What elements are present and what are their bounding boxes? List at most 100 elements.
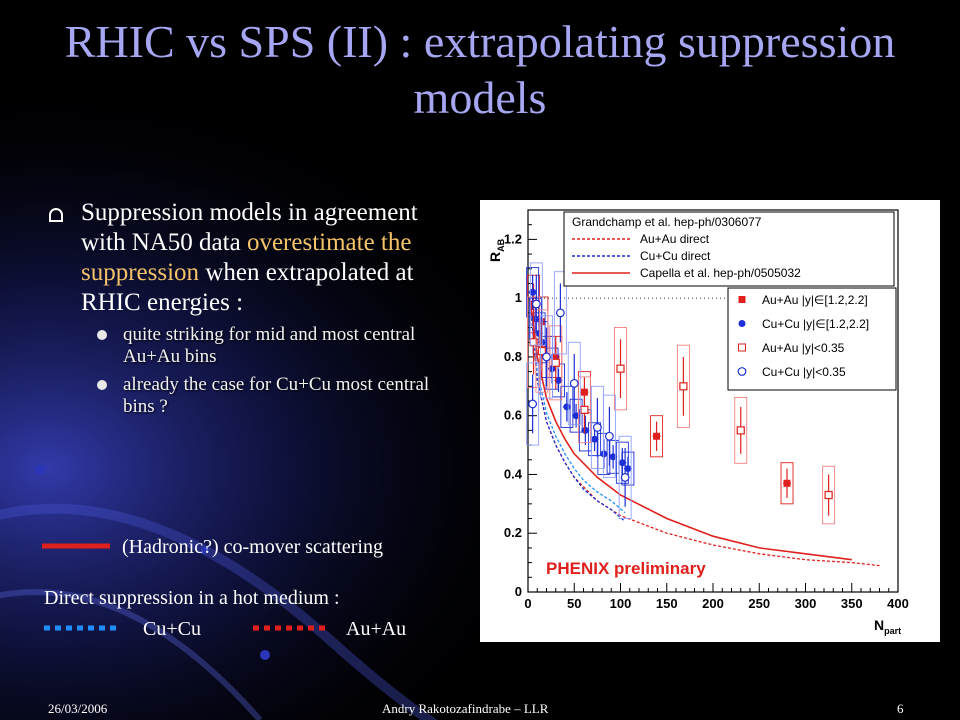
data-point-cu-cu-y-1-2-2-2- (591, 435, 599, 443)
bullet-text-post: when extrapolated at RHIC energies : (81, 259, 414, 316)
data-legend-label: Au+Au |y|∈[1.2,2.2] (762, 293, 868, 307)
data-point-au-au-y-0-35 (580, 405, 589, 414)
data-legend-label: Au+Au |y|<0.35 (762, 341, 845, 355)
y-tick-label: 0.6 (504, 408, 522, 423)
y-tick-label: 1.2 (504, 231, 522, 246)
x-tick-label: 150 (656, 596, 678, 611)
slide-title: RHIC vs SPS (II) : extrapolating suppres… (64, 16, 896, 123)
syst-box (527, 296, 540, 388)
data-point-cu-cu-y-0-35 (569, 378, 579, 388)
bullet-list: Suppression models in agreement with NA5… (45, 198, 465, 418)
x-tick-label: 250 (748, 596, 770, 611)
direct-auau-swatch (253, 625, 329, 631)
data-legend-marker (738, 320, 746, 327)
data-point-cu-cu-y-0-35 (528, 399, 538, 409)
x-tick-label: 50 (567, 596, 581, 611)
syst-box (526, 362, 540, 446)
x-tick-label: 0 (524, 596, 531, 611)
syst-box (560, 385, 574, 428)
data-legend-label: Cu+Cu |y|∈[1.2,2.2] (762, 317, 869, 331)
data-point-cu-cu-y-1-2-2-2- (555, 376, 563, 384)
data-point-au-au-y-1-2-2-2- (783, 479, 791, 487)
data-point-cu-cu-y-1-2-2-2- (581, 426, 589, 434)
y-tick-label: 0.8 (504, 349, 522, 364)
bullet-dot-icon (97, 330, 107, 340)
raa-plot: 0 50 100 150 200 250 300 350 400 0 0.2 0.4 0.6 0.8 1 1.… (480, 200, 940, 642)
footer-date: 26/03/2006 (48, 701, 108, 716)
bullet-highlight: overestimate the suppression (81, 229, 412, 286)
comover-label: (Hadronic?) co-mover scattering (122, 536, 383, 558)
data-point-au-au-y-0-35 (551, 358, 560, 367)
syst-box (614, 327, 627, 411)
y-tick-label: 1 (515, 290, 522, 305)
syst-box (569, 398, 583, 433)
direct-cucu-label: Cu+Cu (143, 618, 201, 640)
syst-box (621, 451, 635, 486)
data-point-cu-cu-y-0-35 (604, 431, 614, 441)
data-point-au-au-y-0-35 (736, 426, 745, 435)
data-point-au-au-y-0-35 (824, 490, 833, 500)
data-point-cu-cu-y-0-35 (555, 308, 565, 318)
main-bullet: Suppression models in agreement with NA5… (45, 198, 465, 318)
syst-box (780, 462, 794, 505)
x-tick-label: 400 (887, 596, 909, 611)
direct-label: Direct suppression in a hot medium : (44, 587, 340, 609)
syst-box (535, 309, 549, 393)
data-point-cu-cu-y-0-35 (592, 423, 602, 432)
data-point-au-au-y-0-35 (616, 364, 625, 373)
sub-bullet-auau: quite striking for mid and most central … (97, 324, 465, 368)
x-tick-label: 300 (795, 596, 817, 611)
direct-cucu-swatch (44, 625, 120, 631)
data-point-au-au-y-1-2-2-2- (653, 432, 661, 440)
footer-page-number: 6 (897, 701, 904, 716)
footer-author: Andry Rakotozafindrabe – LLR (382, 701, 549, 716)
bullet-text-pre: Suppression models in agreement with NA5… (81, 199, 418, 256)
x-axis-label: Npart (874, 617, 901, 636)
model-legend-label: Grandchamp et al. hep-ph/0306077 (572, 215, 762, 229)
data-legend-marker (737, 367, 747, 376)
data-point-cu-cu-y-1-2-2-2- (548, 365, 556, 373)
direct-auau-label: Au+Au (346, 618, 407, 640)
data-point-cu-cu-y-0-35 (620, 473, 630, 482)
x-tick-label: 200 (702, 596, 724, 611)
syst-box (676, 344, 690, 428)
data-point-cu-cu-y-0-35 (542, 352, 551, 362)
bullet-arch-icon (49, 208, 63, 222)
x-axis-label-sub: part (884, 626, 901, 636)
data-point-cu-cu-y-1-2-2-2- (624, 465, 632, 473)
syst-box (549, 325, 563, 401)
x-tick-label: 350 (841, 596, 863, 611)
raa-chart-svg: 0 50 100 150 200 250 300 350 400 0 0.2 0.4 0.6 0.8 1 1.… (487, 209, 909, 636)
syst-box (602, 394, 616, 478)
syst-box (734, 397, 748, 464)
curve-au-au-direct (529, 298, 880, 567)
syst-box (529, 262, 543, 346)
data-point-cu-cu-y-1-2-2-2- (572, 412, 580, 420)
phenix-preliminary-label: PHENIX preliminary (546, 559, 706, 578)
sub-bullet-text: already the case for Cu+Cu most central … (123, 374, 430, 417)
syst-box (567, 341, 581, 425)
y-tick-label: 0 (515, 584, 522, 599)
data-point-cu-cu-y-1-2-2-2- (609, 453, 617, 461)
data-point-au-au-y-0-35 (679, 382, 688, 391)
sub-bullet-cucu: already the case for Cu+Cu most central … (97, 374, 465, 418)
y-axis-label: RAB (487, 238, 506, 262)
data-legend-marker (738, 343, 746, 352)
syst-box (577, 376, 591, 444)
model-legend-label: Au+Au direct (640, 232, 710, 246)
y-tick-label: 0.2 (504, 525, 522, 540)
data-legend-marker (738, 296, 746, 303)
data-legend-label: Cu+Cu |y|<0.35 (762, 365, 846, 379)
sub-bullet-text: quite striking for mid and most central … (123, 324, 416, 367)
data-point-cu-cu-y-1-2-2-2- (563, 403, 571, 411)
data-point-au-au-y-0-35 (537, 346, 546, 356)
syst-box (540, 315, 553, 399)
syst-box (650, 415, 664, 458)
syst-box (588, 422, 602, 457)
y-axis-label-sub: AB (496, 238, 506, 251)
syst-box (553, 271, 567, 355)
data-legend-box (727, 287, 897, 391)
model-legend-label: Capella et al. hep-ph/0505032 (640, 266, 801, 280)
data-point-cu-cu-y-0-35 (531, 299, 541, 309)
comover-line-swatch (42, 543, 110, 549)
